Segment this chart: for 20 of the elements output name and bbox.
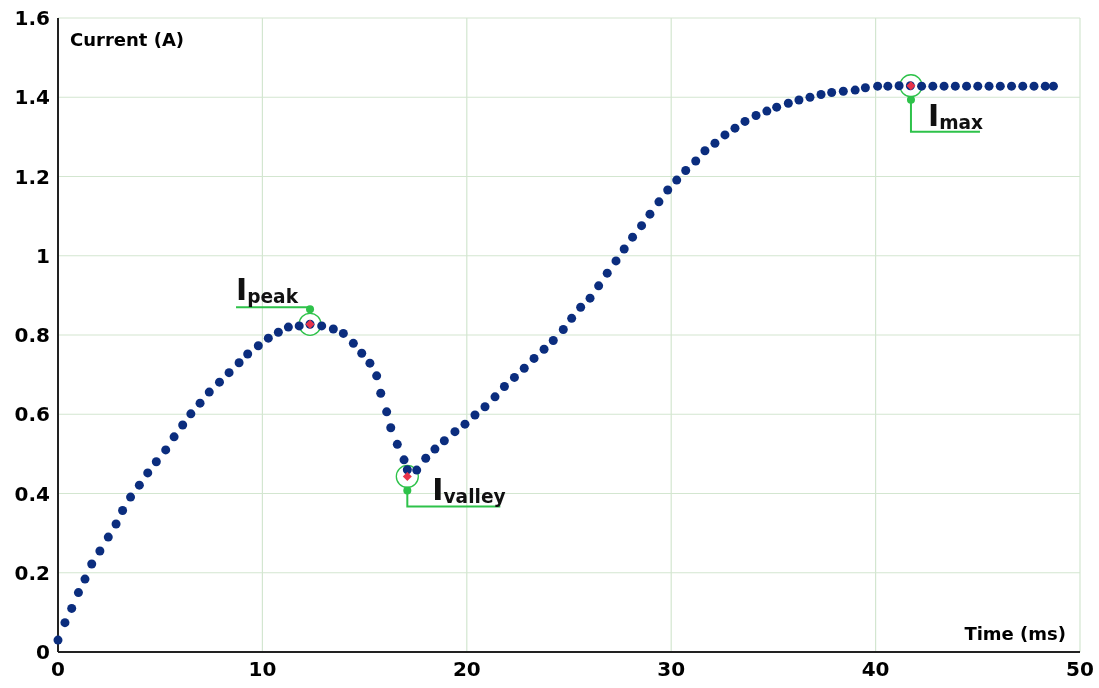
y-tick-label: 0.2 — [14, 560, 50, 585]
x-tick-label: 0 — [51, 657, 65, 681]
annotation: I$_{peak}$ — [236, 272, 299, 308]
x-tick-label: 50 — [1066, 657, 1094, 681]
y-tick-label: 1 — [36, 243, 50, 268]
y-tick-label: 1.2 — [14, 164, 50, 189]
annotation: I$_{max}$ — [927, 97, 984, 134]
y-axis-title: Current (A) — [70, 29, 185, 50]
x-tick-label: 20 — [452, 657, 481, 681]
y-tick-label: 0.8 — [14, 323, 50, 347]
y-tick-label: 0.6 — [14, 402, 50, 427]
x-tick-label: 30 — [657, 657, 686, 681]
y-tick-label: 0 — [36, 640, 50, 664]
x-axis-title: Time (ms) — [964, 623, 1066, 644]
y-tick-label: 0.4 — [14, 481, 50, 506]
x-tick-label: 40 — [861, 657, 890, 681]
x-tick-label: 10 — [248, 657, 277, 681]
y-tick-label: 1.6 — [14, 6, 50, 30]
annotation: I$_{valley}$ — [432, 472, 506, 508]
y-tick-label: 1.4 — [14, 85, 50, 110]
